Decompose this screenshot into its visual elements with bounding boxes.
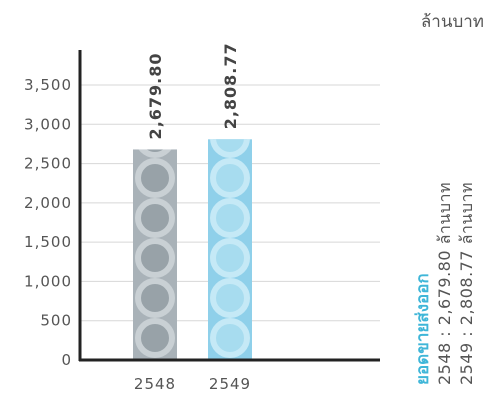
export-sales-title: ยอดขายส่งออก <box>413 273 433 385</box>
bar-pattern-2548 <box>135 149 175 358</box>
data-label-2549: 2,808.77 <box>221 42 240 129</box>
y-tick-label-3500: 3,500 <box>24 76 72 94</box>
bar-ring <box>210 238 250 278</box>
y-tick-label-2000: 2,000 <box>24 194 72 212</box>
y-tick-label-3000: 3,000 <box>24 115 72 133</box>
unit-label: ล้านบาท <box>420 12 484 32</box>
bar-ring <box>135 318 175 358</box>
data-label-2548: 2,679.80 <box>146 52 165 139</box>
y-tick-label-2500: 2,500 <box>24 155 72 173</box>
bar-ring <box>210 139 250 158</box>
y-tick-label-1000: 1,000 <box>24 272 72 290</box>
export-sales-line-2548: 2548 : 2,679.80 ล้านบาท <box>435 181 454 385</box>
bar-ring <box>135 158 175 198</box>
y-tick-label-1500: 1,500 <box>24 233 72 251</box>
bar-ring <box>135 198 175 238</box>
x-tick-label-2549: 2549 <box>209 375 251 393</box>
bar-ring <box>210 158 250 198</box>
y-tick-label-500: 500 <box>40 312 72 330</box>
bar-ring <box>210 318 250 358</box>
y-tick-label-0: 0 <box>61 351 72 369</box>
bar-ring <box>135 238 175 278</box>
bar-pattern-2549 <box>210 139 250 358</box>
export-sales-line-2549: 2549 : 2,808.77 ล้านบาท <box>457 181 476 385</box>
export-sales-note: ยอดขายส่งออก 2548 : 2,679.80 ล้านบาท 254… <box>412 135 478 385</box>
x-tick-label-2548: 2548 <box>134 375 176 393</box>
bar-ring <box>138 149 172 158</box>
bar-ring <box>210 278 250 318</box>
bar-ring <box>135 278 175 318</box>
bar-ring <box>210 198 250 238</box>
